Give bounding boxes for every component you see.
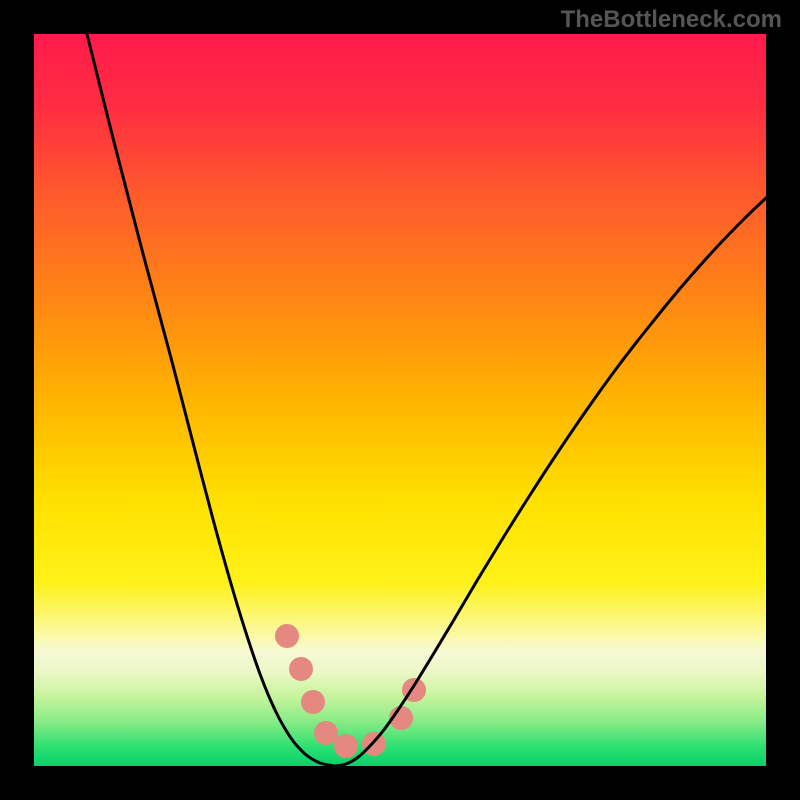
right-curve [336,198,766,766]
curves-svg [34,34,766,766]
marker-group [275,624,426,758]
data-marker [314,721,338,745]
plot-area [34,34,766,766]
data-marker [301,690,325,714]
left-curve [87,34,336,766]
data-marker [334,734,358,758]
data-marker [289,657,313,681]
chart-frame: TheBottleneck.com [0,0,800,800]
data-marker [275,624,299,648]
watermark-text: TheBottleneck.com [561,6,782,34]
